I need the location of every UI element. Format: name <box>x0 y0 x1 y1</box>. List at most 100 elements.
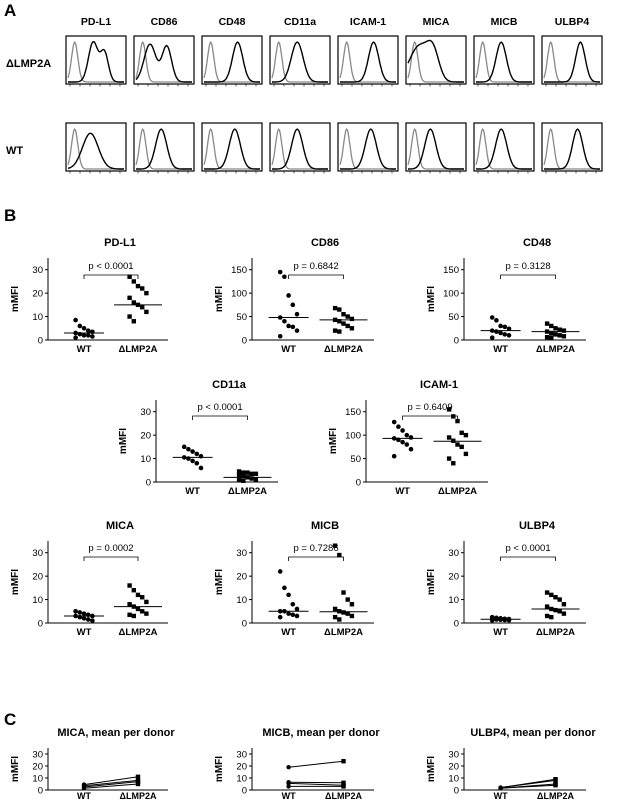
histogram-micb-wt <box>473 122 535 174</box>
wt-point <box>502 332 508 337</box>
y-axis-label: mMFI <box>10 286 21 312</box>
y-tick-label: 150 <box>231 265 247 276</box>
dlmp2a-point <box>557 609 562 614</box>
donor-pair <box>498 783 558 791</box>
significance-bracket <box>500 556 556 561</box>
panel-labels: A B C <box>4 1 16 729</box>
wt-point <box>277 614 283 620</box>
dlmp2a-point <box>341 610 346 615</box>
donor-line <box>288 781 344 784</box>
donor-line <box>500 779 556 789</box>
wt-point <box>81 616 87 621</box>
x-tick-label-dlmp2a: ΔLMP2A <box>438 486 477 497</box>
plot-title: CD48 <box>523 237 551 249</box>
scatter-plot-pd-l1: 0 10 20 30 mMFI PD-L1 p < 0.0001 WT ΔLMP2A <box>10 237 168 355</box>
wt-point <box>506 326 512 332</box>
wt-point <box>277 269 283 275</box>
dlmp2a-point <box>144 309 149 315</box>
wt-point <box>294 311 300 317</box>
wt-point <box>408 435 414 440</box>
dlmp2a-point <box>135 283 141 289</box>
dlmp2a-point <box>127 583 132 588</box>
isotype-curve <box>67 41 124 83</box>
wt-point <box>404 432 410 438</box>
wt-point <box>73 608 78 614</box>
histogram-cd48-wt <box>201 122 263 174</box>
wt-point <box>85 333 91 338</box>
y-tick-label: 30 <box>236 750 247 761</box>
y-tick-label: 0 <box>242 336 247 347</box>
p-value-label: p = 0.3128 <box>505 261 550 272</box>
dlmp2a-point <box>332 543 338 548</box>
histogram-micb-lmp2a <box>473 35 535 87</box>
dlmp2a-donor-point <box>135 774 141 779</box>
y-tick-label: 10 <box>448 774 459 785</box>
x-tick-label-dlmp2a: ΔLMP2A <box>536 627 575 638</box>
dlmp2a-point <box>140 305 145 310</box>
y-tick-label: 20 <box>32 289 43 300</box>
y-tick-label: 10 <box>448 595 459 606</box>
scatter-plot-micb: 0 10 20 30 mMFI MICB p = 0.7286 WT ΔLMP2A <box>214 520 374 638</box>
wt-point <box>73 317 78 323</box>
wt-point <box>194 460 200 466</box>
histogram-frame <box>269 35 331 85</box>
dlmp2a-point <box>345 314 350 319</box>
dlmp2a-point <box>127 314 132 319</box>
x-tick-label-wt: WT <box>493 627 508 638</box>
histogram-cd48-lmp2a <box>201 35 263 87</box>
dlmp2a-point <box>345 611 350 616</box>
p-value-label: p = 0.6409 <box>407 402 452 413</box>
dlmp2a-donor-point <box>135 781 141 787</box>
dlmp2a-point <box>337 329 342 334</box>
wt-point <box>77 610 83 615</box>
wt-point <box>81 325 87 331</box>
wt-point <box>506 333 512 338</box>
dlmp2a-point <box>241 473 246 479</box>
wt-point <box>290 612 296 618</box>
p-value-label: p < 0.0001 <box>197 402 242 413</box>
significance-bracket <box>83 274 139 279</box>
dlmp2a-point <box>561 328 567 333</box>
dlmp2a-point <box>561 602 567 607</box>
wt-donor-point <box>286 765 291 770</box>
stain-curve <box>135 43 192 83</box>
x-tick-label-wt: WT <box>77 627 92 638</box>
wt-donor-point <box>81 786 87 791</box>
plot-title: MICB, mean per donor <box>262 727 380 739</box>
marker-label-micb: MICB <box>491 16 518 28</box>
dlmp2a-point <box>144 290 149 296</box>
wt-point <box>85 617 91 622</box>
isotype-curve <box>543 41 600 83</box>
y-tick-label: 10 <box>236 595 247 606</box>
isotype-curve <box>67 128 124 170</box>
dlmp2a-point <box>455 442 460 447</box>
plot-title: CD11a <box>212 379 247 391</box>
stain-curve <box>67 132 124 170</box>
dlmp2a-point <box>332 614 338 620</box>
donor-line <box>83 779 139 787</box>
marker-label-cd86: CD86 <box>151 16 178 28</box>
dlmp2a-point <box>341 590 346 595</box>
dlmp2a-point <box>561 611 567 616</box>
scatter-plot-cd86: 0 50 100 150 mMFI CD86 p = 0.6842 WT ΔLMP2A <box>214 237 374 355</box>
wt-point <box>290 601 296 607</box>
wt-point <box>190 458 195 464</box>
dlmp2a-point <box>236 477 242 482</box>
wt-point <box>90 334 95 339</box>
p-value-label: p = 0.6842 <box>293 261 338 272</box>
dlmp2a-point <box>544 334 550 340</box>
histogram-frame <box>65 35 127 85</box>
dlmp2a-point <box>253 477 259 482</box>
histogram-icam-1-lmp2a <box>337 35 399 87</box>
panel-label-c: C <box>4 710 16 729</box>
dlmp2a-point <box>253 471 259 476</box>
wt-point <box>190 449 195 454</box>
scatter-plot-ulbp4: 0 10 20 30 mMFI ULBP4 p < 0.0001 WT ΔLMP2A <box>426 520 586 638</box>
isotype-curve <box>407 128 464 170</box>
dlmp2a-point <box>337 307 342 312</box>
x-tick-label-wt: WT <box>493 344 508 355</box>
dlmp2a-point <box>144 599 149 605</box>
dlmp2a-point <box>459 430 464 435</box>
y-axis-label: mMFI <box>426 756 437 782</box>
y-tick-label: 0 <box>356 478 361 489</box>
